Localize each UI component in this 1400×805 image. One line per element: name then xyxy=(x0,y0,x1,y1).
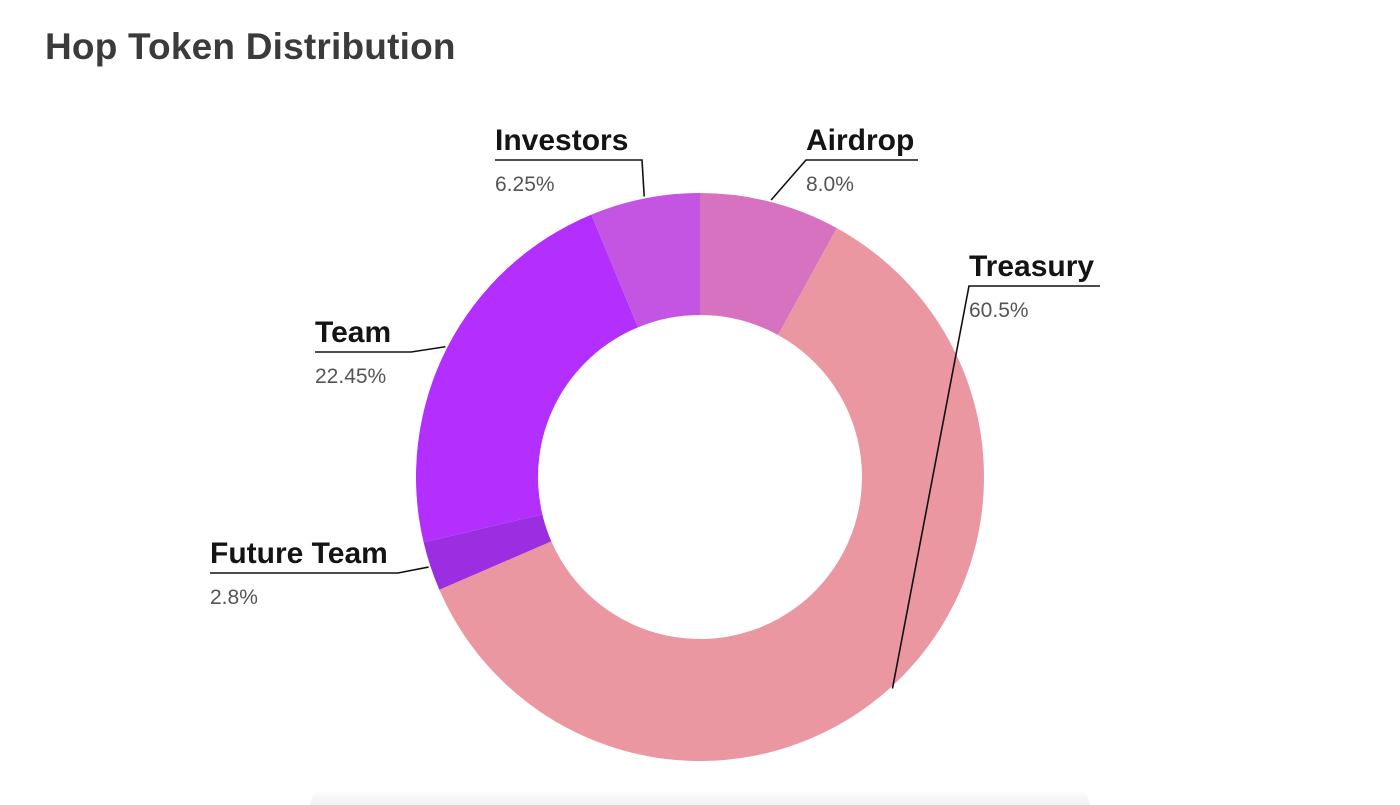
leader-line-team xyxy=(315,345,446,353)
leader-line-treasury xyxy=(891,285,1100,689)
slice-percent-treasury: 60.5% xyxy=(969,299,1029,322)
slice-percent-airdrop: 8.0% xyxy=(806,173,854,196)
slice-percent-investors: 6.25% xyxy=(495,173,555,196)
slice-team xyxy=(416,214,639,543)
slice-percent-future-team: 2.8% xyxy=(210,586,258,609)
slice-label-future-team: Future Team xyxy=(210,537,388,570)
slice-treasury xyxy=(439,228,985,762)
slice-airdrop xyxy=(700,193,837,336)
slice-label-airdrop: Airdrop xyxy=(806,124,914,157)
page-title: Hop Token Distribution xyxy=(45,26,456,67)
card-shadow xyxy=(310,790,1090,805)
slice-future-team xyxy=(423,514,552,590)
slice-label-team: Team xyxy=(315,316,391,349)
leader-line-airdrop xyxy=(770,159,918,201)
leader-line-future-team xyxy=(210,566,429,574)
slice-label-investors: Investors xyxy=(495,124,628,157)
slice-investors xyxy=(591,193,700,328)
leader-line-investors xyxy=(495,159,646,197)
slice-label-treasury: Treasury xyxy=(969,250,1094,283)
slice-percent-team: 22.45% xyxy=(315,365,386,388)
